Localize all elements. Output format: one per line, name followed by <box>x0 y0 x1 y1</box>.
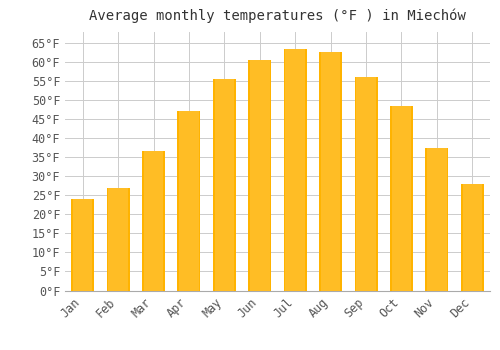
Bar <box>248 60 272 290</box>
Bar <box>461 184 484 290</box>
Bar <box>426 148 448 290</box>
Bar <box>462 184 482 290</box>
Bar <box>108 188 128 290</box>
Bar <box>144 152 164 290</box>
Bar <box>354 77 378 290</box>
Bar <box>356 77 376 290</box>
Bar <box>106 188 130 290</box>
Bar <box>284 49 306 290</box>
Bar <box>73 199 92 290</box>
Bar <box>427 148 446 290</box>
Bar <box>179 112 199 290</box>
Bar <box>214 79 234 290</box>
Bar <box>71 199 94 290</box>
Bar <box>142 152 165 290</box>
Bar <box>319 52 342 290</box>
Title: Average monthly temperatures (°F ) in Miechów: Average monthly temperatures (°F ) in Mi… <box>89 9 466 23</box>
Bar <box>178 112 201 290</box>
Bar <box>250 60 270 290</box>
Bar <box>321 52 340 290</box>
Bar <box>392 106 411 290</box>
Bar <box>390 106 413 290</box>
Bar <box>213 79 236 290</box>
Bar <box>286 49 305 290</box>
